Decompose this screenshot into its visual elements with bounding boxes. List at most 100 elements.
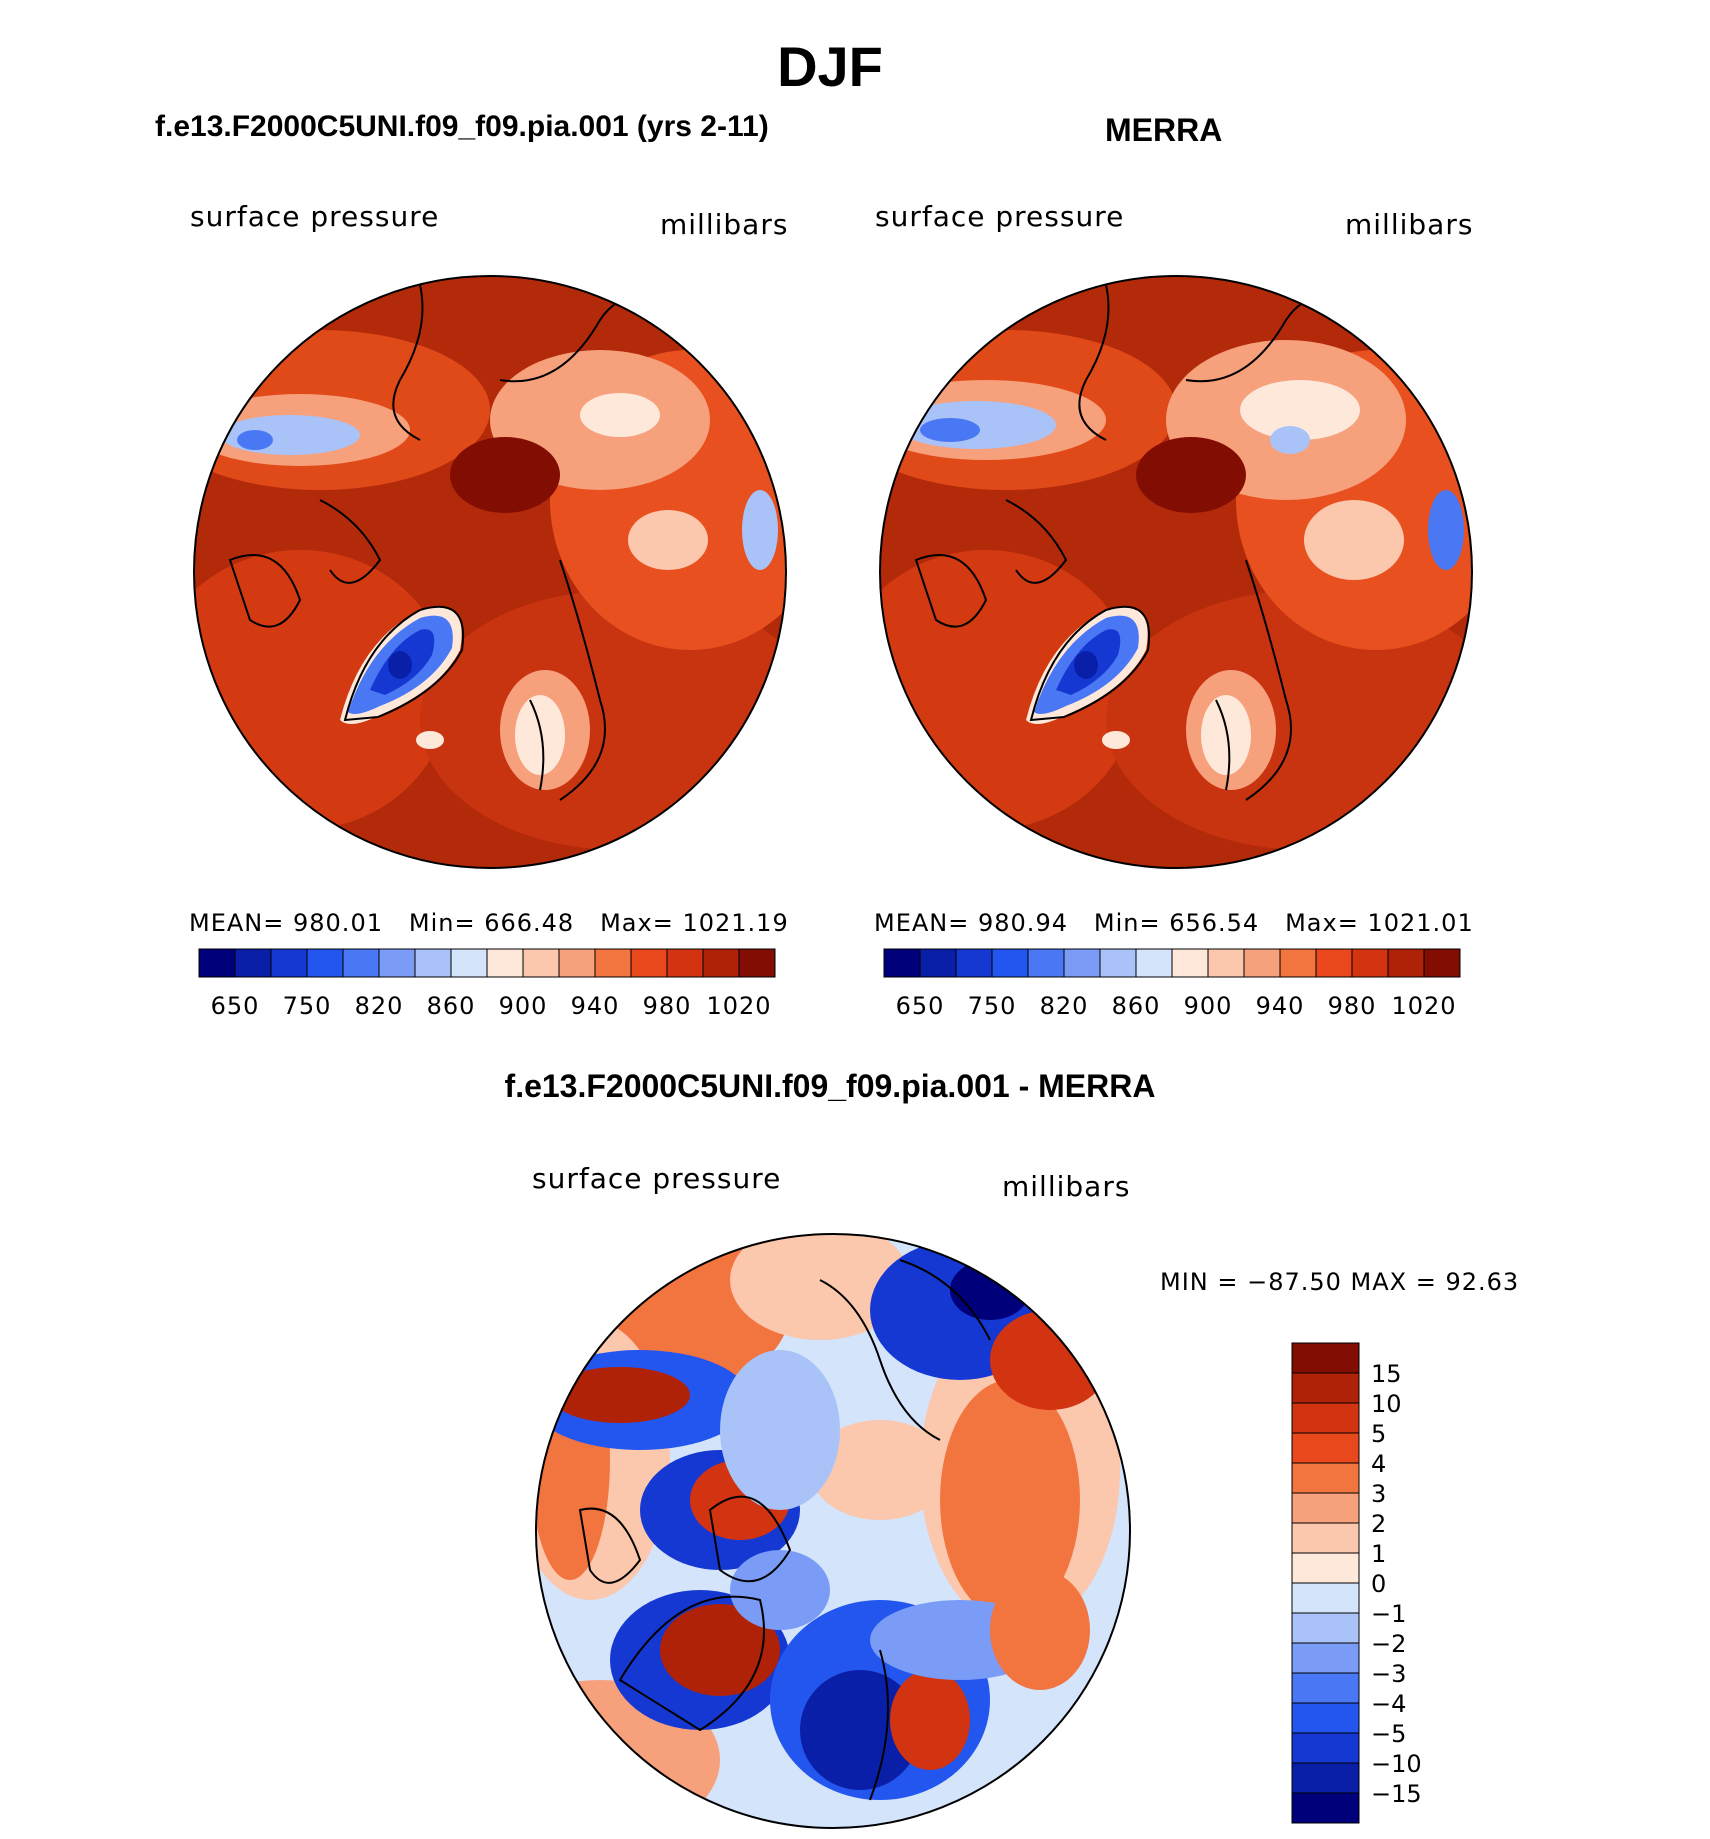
difference-colorbar-tick-label: 15	[1371, 1360, 1402, 1388]
panel1-colorbar: 650 750 820 860 900 940 980 1020	[198, 948, 776, 1020]
panel1-colorbar-color-box	[198, 948, 236, 978]
difference-colorbar-color-box	[1291, 1672, 1360, 1704]
panel1-colorbar-color-box	[450, 948, 488, 978]
map1	[194, 276, 786, 868]
panel2-stats: MEAN= 980.94 Min= 656.54 Max= 1021.01	[874, 909, 1474, 937]
panel1-colorbar-color-box	[702, 948, 740, 978]
difference-colorbar-color-box	[1291, 1432, 1360, 1464]
difference-colorbar-tick-label: 2	[1371, 1510, 1386, 1538]
panel1-colorbar-tick-label: 820	[355, 992, 404, 1020]
panel1-colorbar-color-box	[414, 948, 452, 978]
map2-border	[879, 275, 1473, 869]
panel1-colorbar-color-box	[234, 948, 272, 978]
difference-colorbar-tick-label: −3	[1371, 1660, 1406, 1688]
difference-colorbar-color-box	[1291, 1732, 1360, 1764]
difference-colorbar-color-box	[1291, 1522, 1360, 1554]
panel2-title: MERRA	[1105, 112, 1223, 148]
difference-colorbar-tick-label: 1	[1371, 1540, 1386, 1568]
panel1-colorbar-color-box	[738, 948, 776, 978]
panel1-stats: MEAN= 980.01 Min= 666.48 Max= 1021.19	[189, 909, 789, 937]
panel2-colorbar-tick-label: 1020	[1391, 992, 1456, 1020]
panel1-colorbar-color-box	[486, 948, 524, 978]
panel2-units-label: millibars	[1345, 208, 1474, 241]
figure-title: DJF	[777, 35, 883, 98]
panel2-colorbar-color-box	[1135, 948, 1173, 978]
panel2-colorbar-tick-label: 860	[1112, 992, 1161, 1020]
panel2-colorbar-color-box	[1351, 948, 1389, 978]
panel1-max-label: Max=	[600, 909, 674, 937]
difference-units-label: millibars	[1002, 1170, 1131, 1203]
difference-minmax: MIN = −87.50 MAX = 92.63	[1160, 1268, 1520, 1296]
panel1-title: f.e13.F2000C5UNI.f09_f09.pia.001 (yrs 2-…	[155, 110, 769, 143]
panel2-colorbar-tick-label: 820	[1040, 992, 1089, 1020]
panel1-mean-label: MEAN=	[189, 909, 285, 937]
panel2-colorbar-color-box	[1387, 948, 1425, 978]
panel1-mean-value: 980.01	[293, 909, 383, 937]
panel2-colorbar-tick-label: 900	[1184, 992, 1233, 1020]
panel2-colorbar-color-box	[1171, 948, 1209, 978]
panel1-colorbar-color-box	[378, 948, 416, 978]
panel1-colorbar-color-box	[306, 948, 344, 978]
panel2-colorbar-color-box	[1423, 948, 1461, 978]
panel2-colorbar-tick-label: 940	[1256, 992, 1305, 1020]
difference-colorbar-color-box	[1291, 1582, 1360, 1614]
panel1-min-label: Min=	[408, 909, 476, 937]
difference-colorbar-tick-label: 10	[1371, 1390, 1402, 1418]
panel1-colorbar-tick-label: 1020	[706, 992, 771, 1020]
panel2-max-label: Max=	[1285, 909, 1359, 937]
difference-colorbar-tick-label: −10	[1371, 1750, 1422, 1778]
difference-variable-label: surface pressure	[532, 1162, 782, 1195]
difference-colorbar-tick-label: −1	[1371, 1600, 1406, 1628]
panel2-colorbar: 650 750 820 860 900 940 980 1020	[883, 948, 1461, 1020]
panel1-colorbar-color-box	[270, 948, 308, 978]
panel1-colorbar-color-box	[666, 948, 704, 978]
panel1-min-value: 666.48	[484, 909, 575, 937]
panel2-colorbar-color-box	[919, 948, 957, 978]
difference-colorbar-tick-label: −5	[1371, 1720, 1406, 1748]
difference-colorbar-tick-label: 4	[1371, 1450, 1386, 1478]
panel2-colorbar-color-box	[883, 948, 921, 978]
panel2-colorbar-tick-label: 650	[896, 992, 945, 1020]
difference-colorbar-color-box	[1291, 1642, 1360, 1674]
panel2-colorbar-color-box	[1243, 948, 1281, 978]
panel1-colorbar-tick-label: 750	[283, 992, 332, 1020]
panel2-max-value: 1021.01	[1367, 909, 1474, 937]
panel1-colorbar-tick-label: 980	[643, 992, 692, 1020]
panel1-colorbar-color-box	[594, 948, 632, 978]
panel2-colorbar-color-box	[1099, 948, 1137, 978]
difference-colorbar-tick-label: −15	[1371, 1780, 1422, 1808]
difference-colorbar-color-box	[1291, 1552, 1360, 1584]
difference-colorbar-color-box	[1291, 1462, 1360, 1494]
panel1-colorbar-color-box	[630, 948, 668, 978]
panel2-mean-label: MEAN=	[874, 909, 970, 937]
panel2-colorbar-color-box	[1279, 948, 1317, 978]
difference-colorbar-tick-label: −2	[1371, 1630, 1406, 1658]
panel1-colorbar-tick-label: 900	[499, 992, 548, 1020]
panel1-max-value: 1021.19	[682, 909, 789, 937]
panel2-variable-label: surface pressure	[875, 200, 1125, 233]
difference-colorbar-color-box	[1291, 1792, 1360, 1824]
panel1-colorbar-tick-label: 940	[571, 992, 620, 1020]
panel1-colorbar-tick-label: 650	[211, 992, 260, 1020]
difference-title: f.e13.F2000C5UNI.f09_f09.pia.001 - MERRA	[504, 1068, 1156, 1104]
panel2-colorbar-color-box	[991, 948, 1029, 978]
difference-colorbar-color-box	[1291, 1762, 1360, 1794]
panel1-variable-label: surface pressure	[190, 200, 440, 233]
panel2-min-label: Min=	[1093, 909, 1161, 937]
panel1-colorbar-color-box	[558, 948, 596, 978]
panel2-min-value: 656.54	[1169, 909, 1260, 937]
difference-colorbar-tick-label: 5	[1371, 1420, 1386, 1448]
difference-colorbar-tick-label: 3	[1371, 1480, 1386, 1508]
difference-colorbar-color-box	[1291, 1612, 1360, 1644]
difference-colorbar-color-box	[1291, 1492, 1360, 1524]
difference-colorbar-color-box	[1291, 1342, 1360, 1374]
difference-colorbar-color-box	[1291, 1702, 1360, 1734]
map3	[536, 1234, 1130, 1828]
map1-border	[193, 275, 787, 869]
panel2-colorbar-color-box	[1027, 948, 1065, 978]
map2	[880, 276, 1472, 868]
panel2-colorbar-color-box	[1315, 948, 1353, 978]
panel2-colorbar-color-box	[955, 948, 993, 978]
